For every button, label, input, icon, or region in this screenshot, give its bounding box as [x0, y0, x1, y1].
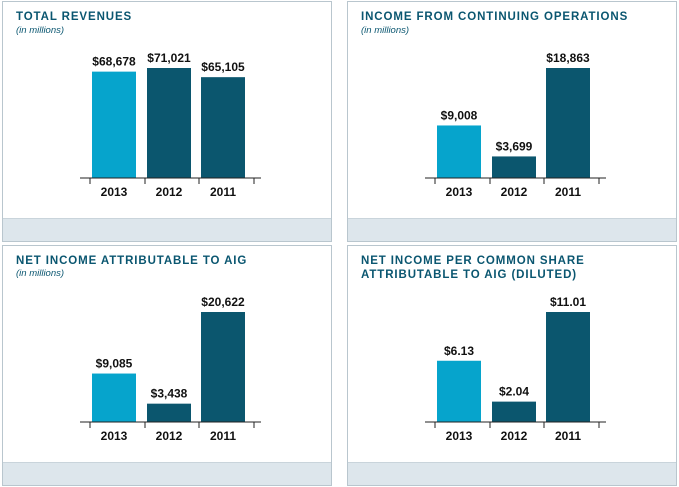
- tick-label-2013: 2013: [446, 429, 473, 443]
- chart-subtitle: (in millions): [16, 268, 65, 279]
- value-label-2011: $18,863: [546, 51, 590, 65]
- panel-income-continuing-operations: INCOME FROM CONTINUING OPERATIONS (in mi…: [347, 1, 677, 242]
- tick-label-2012: 2012: [156, 185, 183, 199]
- panel-footer: [3, 462, 331, 485]
- tick-label-2013: 2013: [101, 429, 128, 443]
- value-label-2011: $65,105: [201, 60, 245, 74]
- chart-title: NET INCOME PER COMMON SHARE ATTRIBUTABLE…: [361, 255, 585, 281]
- chart-title: TOTAL REVENUES: [16, 11, 133, 23]
- bar-2012: [147, 403, 191, 422]
- bar-2011: [201, 77, 245, 178]
- panel-net-income-aig: NET INCOME ATTRIBUTABLE TO AIG (in milli…: [2, 245, 332, 486]
- chart-subtitle: (in millions): [361, 25, 410, 36]
- tick-label-2011: 2011: [210, 429, 236, 443]
- value-label-2013: $68,678: [92, 55, 136, 69]
- chart-title: INCOME FROM CONTINUING OPERATIONS: [361, 11, 629, 23]
- value-label-2011: $20,622: [201, 295, 245, 309]
- bar-2011: [201, 312, 245, 422]
- tick-label-2012: 2012: [156, 429, 183, 443]
- panel-footer: [3, 218, 331, 241]
- value-label-2013: $9,008: [441, 108, 478, 122]
- bar-2013: [92, 373, 136, 422]
- value-label-2012: $3,438: [151, 387, 188, 401]
- bar-2011: [546, 312, 590, 422]
- tick-label-2011: 2011: [555, 429, 581, 443]
- value-label-2011: $11.01: [550, 295, 586, 309]
- value-label-2012: $3,699: [496, 139, 533, 153]
- value-label-2013: $9,085: [96, 357, 133, 371]
- tick-label-2012: 2012: [501, 185, 528, 199]
- tick-label-2011: 2011: [210, 185, 236, 199]
- tick-label-2013: 2013: [446, 185, 473, 199]
- tick-label-2012: 2012: [501, 429, 528, 443]
- panel-footer: [348, 218, 676, 241]
- value-label-2013: $6.13: [444, 344, 474, 358]
- total-revenues-chart: $68,678 2013 $71,021 2012 $65,105 2011: [80, 51, 261, 199]
- value-label-2012: $2.04: [499, 385, 529, 399]
- bar-2013: [92, 71, 136, 178]
- bar-2011: [546, 68, 590, 178]
- bar-2012: [492, 401, 536, 422]
- panel-net-income-per-share: NET INCOME PER COMMON SHARE ATTRIBUTABLE…: [347, 245, 677, 486]
- net-income-aig-chart: $9,085 2013 $3,438 2012 $20,622 2011: [80, 295, 261, 443]
- value-label-2012: $71,021: [147, 51, 191, 65]
- chart-subtitle: (in millions): [16, 25, 65, 36]
- tick-label-2011: 2011: [555, 185, 581, 199]
- panel-total-revenues: TOTAL REVENUES (in millions) $68,678 2013…: [2, 1, 332, 242]
- bar-2012: [147, 68, 191, 178]
- income-continuing-operations-chart: $9,008 2013 $3,699 2012 $18,863 2011: [425, 51, 606, 199]
- bar-2012: [492, 156, 536, 178]
- chart-title: NET INCOME ATTRIBUTABLE TO AIG: [16, 255, 248, 267]
- bar-2013: [437, 125, 481, 178]
- net-income-per-share-chart: $6.13 2013 $2.04 2012 $11.01 2011: [425, 295, 606, 443]
- bar-2013: [437, 360, 481, 422]
- panel-footer: [348, 462, 676, 485]
- tick-label-2013: 2013: [101, 185, 128, 199]
